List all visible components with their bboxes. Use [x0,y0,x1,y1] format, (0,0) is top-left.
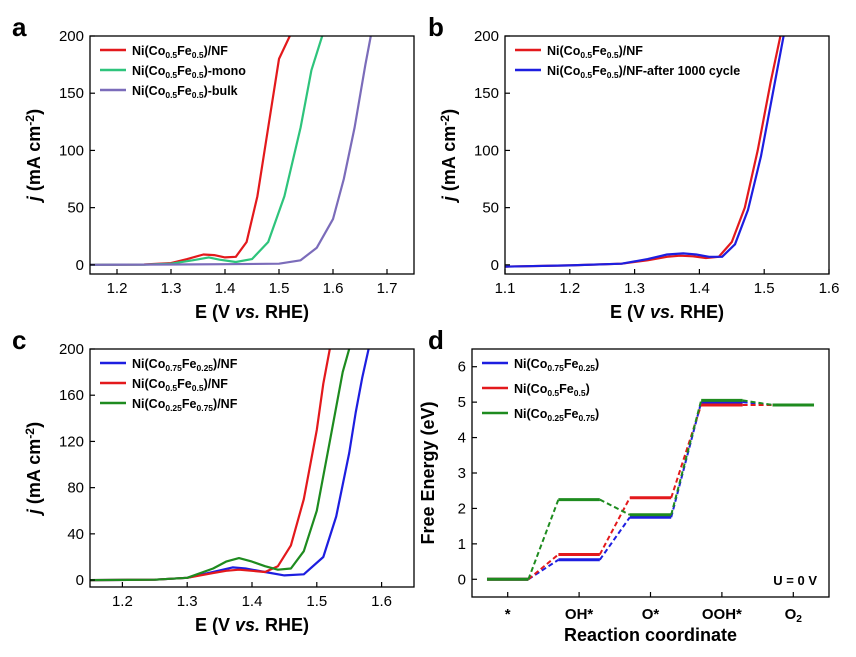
panel-letter: a [12,12,27,42]
y-tick-label: 6 [458,359,466,376]
y-tick-label: 0 [76,257,84,274]
energy-connector-d-s2-3 [742,399,773,406]
panel-letter: b [428,12,444,42]
energy-connector-d-s2-1 [599,498,631,516]
x-tick-label: 1.3 [624,280,645,297]
x-category-label: O* [642,606,660,623]
x-tick-label: 1.2 [107,280,128,297]
y-axis-title: j (mA cm-2) [438,109,459,203]
y-tick-label: 50 [67,200,84,217]
x-axis-title: Reaction coordinate [564,625,737,645]
legend-entry: Ni(Co0.5Fe0.5)/NF [132,44,228,60]
energy-connector-d-s2-0 [527,499,560,580]
panel-b: 0 50 100 150 200 1.1 1.2 1.3 1.4 1.5 1.6 E (V vs. R… [428,12,839,322]
x-category-label: OOH* [702,606,742,623]
series-group [90,349,370,582]
legend-entry: Ni(Co0.5Fe0.5)/NF [132,377,228,393]
x-axis-title: E (V vs. RHE) [195,615,309,635]
series-line-a-2 [90,36,372,266]
energy-connector-d-s1-0 [527,553,560,581]
x-tick-label: 1.3 [177,593,198,610]
y-tick-label: 40 [67,526,84,543]
y-tick-label: 80 [67,480,84,497]
legend-entry: Ni(Co0.75Fe0.25)/NF [132,357,238,373]
y-axis-title: j (mA cm-2) [23,422,44,516]
y-tick-label: 160 [59,387,84,404]
energy-connector-d-s0-1 [598,516,631,561]
legend-entry: Ni(Co0.75Fe0.25) [514,357,599,373]
panel-d: 0 1 2 3 4 5 6 * OH* O* OOH* O2 Reaction coordinate Fr… [418,325,830,645]
series-group [505,36,785,268]
y-tick-label: 150 [474,85,499,102]
y-tick-label: 200 [59,28,84,45]
x-tick-label: 1.1 [495,280,516,297]
y-tick-label: 120 [59,433,84,450]
y-tick-label: 50 [482,200,499,217]
x-tick-label: 1.6 [323,280,344,297]
legend-entry: Ni(Co0.5Fe0.5)-bulk [132,84,238,100]
series-group [90,36,372,266]
series-line-c-2 [90,349,351,582]
legend-entry: Ni(Co0.5Fe0.5)/NF [547,44,643,60]
x-axis-title: E (V vs. RHE) [610,302,724,322]
y-tick-label: 1 [458,536,466,553]
energy-connector-d-s0-0 [527,558,559,581]
series-group [486,398,815,581]
y-axis-title: Free Energy (eV) [418,401,438,544]
y-tick-label: 200 [474,28,499,45]
legend-entry: Ni(Co0.25Fe0.75)/NF [132,397,238,413]
x-tick-label: 1.4 [215,280,236,297]
y-tick-label: 200 [59,341,84,358]
legend-entry: Ni(Co0.5Fe0.5) [514,382,590,398]
x-tick-label: 1.5 [269,280,290,297]
x-category-label: O2 [785,606,803,625]
energy-connector-d-s1-1 [598,497,631,555]
x-tick-label: 1.5 [306,593,327,610]
x-tick-label: 1.6 [371,593,392,610]
y-tick-label: 0 [458,571,466,588]
x-category-label: OH* [565,606,594,623]
y-tick-label: 5 [458,394,466,411]
panel-letter: c [12,325,26,355]
annotation-text: U = 0 V [773,573,817,588]
x-tick-label: 1.7 [377,280,398,297]
y-tick-label: 150 [59,85,84,102]
x-tick-label: 1.6 [819,280,840,297]
x-tick-label: 1.4 [242,593,263,610]
plot-frame [89,35,415,275]
y-tick-label: 4 [458,430,466,447]
panel-a: 0 50 100 150 200 1.2 1.3 1.4 1.5 1.6 1.7 E (V vs. R… [12,12,415,322]
legend-entry: Ni(Co0.25Fe0.75) [514,407,599,423]
y-tick-label: 2 [458,500,466,517]
x-tick-label: 1.5 [754,280,775,297]
y-tick-label: 100 [59,142,84,159]
x-tick-label: 1.3 [161,280,182,297]
legend-entry: Ni(Co0.5Fe0.5)/NF-after 1000 cycle [547,64,740,80]
y-tick-label: 100 [474,142,499,159]
energy-connector-d-s2-2 [670,400,703,516]
y-tick-label: 0 [491,257,499,274]
x-tick-label: 1.2 [559,280,580,297]
series-line-b-1 [505,36,785,268]
x-category-label: * [505,606,511,623]
legend-entry: Ni(Co0.5Fe0.5)-mono [132,64,246,80]
panel-letter: d [428,325,444,355]
y-axis-title: j (mA cm-2) [23,109,44,203]
x-tick-label: 1.2 [112,593,133,610]
plot-frame [504,35,830,275]
y-tick-label: 3 [458,465,466,482]
x-tick-label: 1.4 [689,280,710,297]
panel-c: 0 40 80 120 160 200 1.2 1.3 1.4 1.5 1.6 E (V vs. RH… [12,325,415,635]
x-axis-title: E (V vs. RHE) [195,302,309,322]
y-tick-label: 0 [76,572,84,589]
